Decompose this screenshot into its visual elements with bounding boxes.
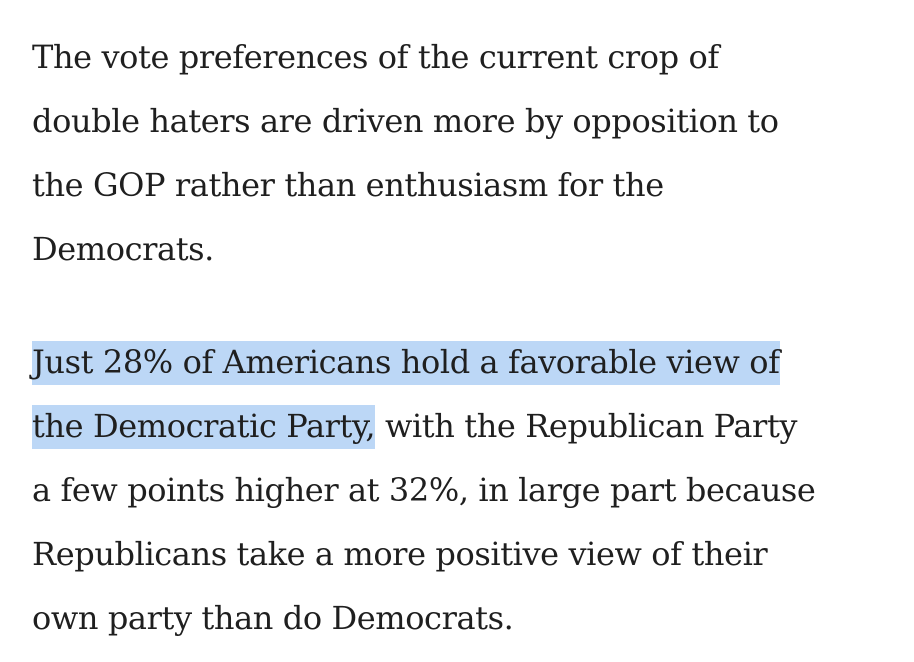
text-line: own party than do Democrats. bbox=[32, 599, 514, 637]
text-line: Just 28% of Americans hold a favorable v… bbox=[32, 330, 914, 394]
selected-text[interactable]: the Democratic Party, bbox=[32, 405, 376, 449]
text-line: the GOP rather than enthusiasm for the bbox=[32, 166, 664, 204]
paragraph-favorability: Just 28% of Americans hold a favorable v… bbox=[32, 330, 914, 650]
text-line: a few points higher at 32%, in large par… bbox=[32, 471, 816, 509]
text-fragment: with the Republican Party bbox=[375, 407, 798, 445]
selected-text[interactable]: Just 28% of Americans hold a favorable v… bbox=[32, 341, 780, 385]
paragraph-double-haters: The vote preferences of the current crop… bbox=[32, 25, 914, 281]
text-line: the Democratic Party, with the Republica… bbox=[32, 394, 914, 458]
text-line: The vote preferences of the current crop… bbox=[32, 38, 719, 76]
text-line: Democrats. bbox=[32, 230, 214, 268]
text-line: double haters are driven more by opposit… bbox=[32, 102, 779, 140]
text-line: Republicans take a more positive view of… bbox=[32, 535, 768, 573]
